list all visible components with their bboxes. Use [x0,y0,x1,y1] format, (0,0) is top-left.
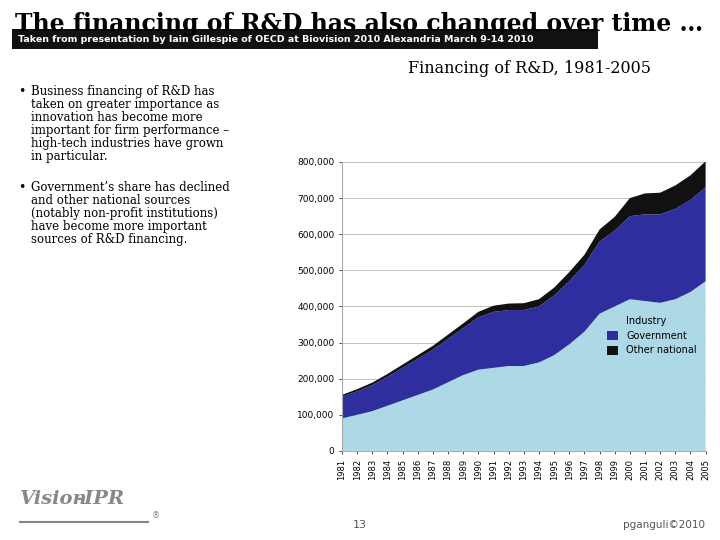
Legend: Industry, Government, Other national: Industry, Government, Other national [603,312,701,359]
Text: •: • [18,85,25,98]
Text: innovation has become more: innovation has become more [31,111,202,124]
Text: in particular.: in particular. [31,150,107,163]
Text: and other national sources: and other national sources [31,194,190,207]
Text: Taken from presentation by Iain Gillespie of OECD at Biovision 2010 Alexandria M: Taken from presentation by Iain Gillespi… [18,35,534,44]
Text: Financing of R&D, 1981-2005: Financing of R&D, 1981-2005 [408,60,652,77]
Text: pganguli©2010: pganguli©2010 [623,520,705,530]
Text: important for firm performance –: important for firm performance – [31,124,229,137]
FancyBboxPatch shape [12,29,598,49]
Text: 13: 13 [353,520,367,530]
Text: taken on greater importance as: taken on greater importance as [31,98,220,111]
Text: The financing of R&D has also changed over time …: The financing of R&D has also changed ov… [15,12,703,36]
Text: high-tech industries have grown: high-tech industries have grown [31,137,223,150]
Text: Government’s share has declined: Government’s share has declined [31,181,230,194]
Text: Vision: Vision [20,490,88,508]
Text: Business financing of R&D has: Business financing of R&D has [31,85,215,98]
Text: ®: ® [152,511,161,520]
Text: -IPR: -IPR [76,490,124,508]
Text: •: • [18,181,25,194]
Text: sources of R&D financing.: sources of R&D financing. [31,233,187,246]
Text: have become more important: have become more important [31,220,207,233]
Text: (notably non-profit institutions): (notably non-profit institutions) [31,207,218,220]
